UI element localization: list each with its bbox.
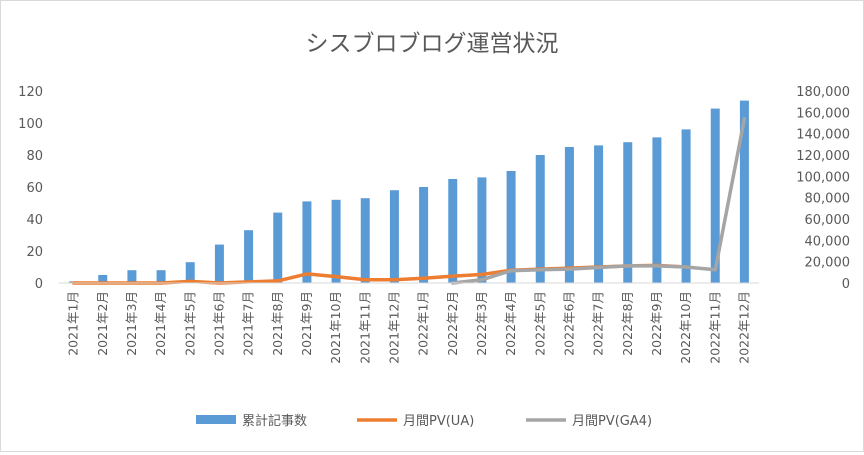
right-axis-tick-label: 60,000 bbox=[805, 213, 851, 228]
x-tick-label: 2022年3月 bbox=[474, 291, 489, 356]
right-axis-tick-label: 0 bbox=[842, 277, 850, 292]
x-tick-label: 2021年5月 bbox=[182, 291, 197, 356]
x-tick-label: 2022年4月 bbox=[503, 291, 518, 356]
left-axis-ticks: 0 20 40 60 80 100 120 bbox=[18, 85, 43, 292]
x-tick-label: 2022年9月 bbox=[649, 291, 664, 356]
right-axis-tick-label: 180,000 bbox=[796, 85, 850, 100]
bar bbox=[331, 199, 341, 283]
legend-swatch bbox=[196, 415, 236, 424]
x-tick-label: 2021年7月 bbox=[241, 291, 256, 356]
right-axis-ticks: 0 20,000 40,000 60,000 80,000 100,000 120,000 1… bbox=[796, 85, 850, 292]
x-tick-label: 2022年12月 bbox=[736, 291, 751, 364]
bar bbox=[448, 179, 458, 283]
bar bbox=[389, 190, 399, 283]
legend-label: 月間PV(UA) bbox=[403, 414, 474, 429]
chart-title: シスブロブログ運営状況 bbox=[306, 31, 559, 57]
bar bbox=[419, 187, 429, 283]
bar bbox=[477, 177, 487, 283]
bar bbox=[506, 171, 516, 283]
x-tick-label: 2022年5月 bbox=[532, 291, 547, 356]
bar bbox=[360, 198, 370, 283]
x-tick-label: 2022年7月 bbox=[591, 291, 606, 356]
right-axis-tick-label: 100,000 bbox=[796, 170, 850, 185]
x-tick-label: 2021年8月 bbox=[270, 291, 285, 356]
bar bbox=[535, 155, 545, 283]
x-tick-label: 2021年6月 bbox=[211, 291, 226, 356]
bar bbox=[156, 270, 166, 283]
x-tick-label: 2022年8月 bbox=[620, 291, 635, 356]
bar bbox=[739, 100, 749, 283]
right-axis-tick-label: 20,000 bbox=[805, 256, 851, 271]
left-axis-tick-label: 120 bbox=[18, 85, 43, 100]
x-tick-label: 2022年6月 bbox=[561, 291, 576, 356]
x-tick-label: 2022年10月 bbox=[678, 291, 693, 364]
legend-label: 月間PV(GA4) bbox=[572, 414, 652, 429]
left-axis-tick-label: 40 bbox=[26, 213, 43, 228]
right-axis-tick-label: 80,000 bbox=[805, 192, 851, 207]
legend: 累計記事数 月間PV(UA) 月間PV(GA4) bbox=[196, 413, 652, 429]
right-axis-tick-label: 140,000 bbox=[796, 128, 850, 143]
x-tick-label: 2022年11月 bbox=[707, 291, 722, 364]
left-axis-tick-label: 80 bbox=[26, 149, 43, 164]
series-line bbox=[451, 116, 747, 285]
bar bbox=[273, 212, 283, 283]
x-tick-label: 2021年1月 bbox=[66, 291, 81, 356]
right-axis-tick-label: 40,000 bbox=[805, 234, 851, 249]
x-tick-label: 2021年10月 bbox=[328, 291, 343, 364]
left-axis-tick-label: 100 bbox=[18, 117, 43, 132]
left-axis-tick-label: 20 bbox=[26, 245, 43, 260]
x-tick-label: 2021年12月 bbox=[386, 291, 401, 364]
bar bbox=[564, 147, 574, 283]
legend-label: 累計記事数 bbox=[242, 413, 307, 429]
bar bbox=[623, 142, 633, 283]
left-axis-tick-label: 60 bbox=[26, 181, 43, 196]
x-tick-label: 2022年2月 bbox=[445, 291, 460, 356]
bar bbox=[98, 275, 108, 283]
right-axis-tick-label: 120,000 bbox=[796, 149, 850, 164]
bar bbox=[185, 262, 195, 283]
x-tick-label: 2022年1月 bbox=[416, 291, 431, 356]
bar bbox=[594, 145, 604, 283]
bar bbox=[302, 201, 312, 283]
right-axis-tick-label: 160,000 bbox=[796, 106, 850, 121]
x-tick-label: 2021年9月 bbox=[299, 291, 314, 356]
line-series bbox=[71, 116, 747, 285]
x-tick-label: 2021年2月 bbox=[95, 291, 110, 356]
bar bbox=[710, 108, 720, 283]
bar bbox=[652, 137, 662, 283]
left-axis-tick-label: 0 bbox=[35, 277, 43, 292]
bar-series bbox=[69, 100, 749, 283]
x-tick-label: 2021年3月 bbox=[124, 291, 139, 356]
bar bbox=[681, 129, 691, 283]
bar bbox=[214, 244, 224, 283]
x-axis-ticks: 2021年1月 2021年2月 2021年3月 2021年4月 2021年5月 2021年… bbox=[66, 291, 752, 364]
x-tick-label: 2021年11月 bbox=[357, 291, 372, 364]
bar bbox=[244, 230, 254, 283]
x-tick-label: 2021年4月 bbox=[153, 291, 168, 356]
bar bbox=[127, 270, 137, 283]
